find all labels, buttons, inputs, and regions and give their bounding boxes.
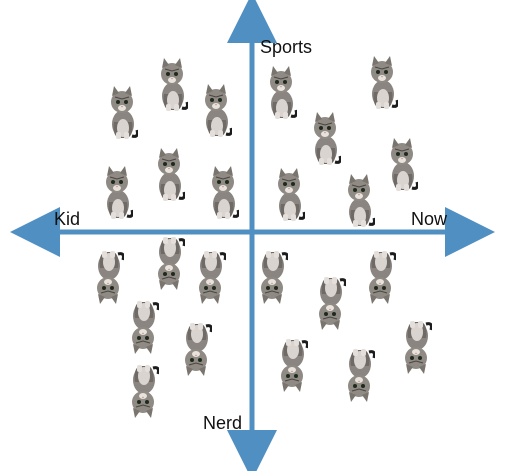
kitten-icon	[127, 300, 159, 356]
kitten-icon	[106, 84, 138, 140]
axis-label-right: Now	[411, 209, 448, 229]
kitten-icon	[343, 348, 375, 404]
axis-label-bottom: Nerd	[203, 413, 243, 433]
kitten-icon	[194, 250, 226, 306]
axis-label-left: Kid	[54, 209, 81, 229]
kitten-icon	[153, 146, 185, 202]
kitten-icon	[153, 236, 185, 292]
kitten-icon	[180, 322, 212, 378]
kitten-icon	[92, 250, 124, 306]
kitten-icon	[273, 166, 305, 222]
kitten-icon	[309, 110, 341, 166]
kitten-icon	[256, 250, 288, 306]
kitten-icon	[276, 338, 308, 394]
kitten-icon	[101, 164, 133, 220]
kitten-icon	[386, 136, 418, 192]
kitten-icon	[156, 56, 188, 112]
kitten-icon	[207, 164, 239, 220]
kitten-icon	[343, 172, 375, 228]
kitten-icon	[127, 364, 159, 420]
kitten-icon	[200, 82, 232, 138]
kitten-icon	[400, 320, 432, 376]
kitten-icon	[314, 276, 346, 332]
kitten-icon	[265, 64, 297, 120]
kitten-icon	[366, 54, 398, 110]
kitten-icon	[364, 250, 396, 306]
axis-label-top: Sports	[260, 37, 313, 57]
